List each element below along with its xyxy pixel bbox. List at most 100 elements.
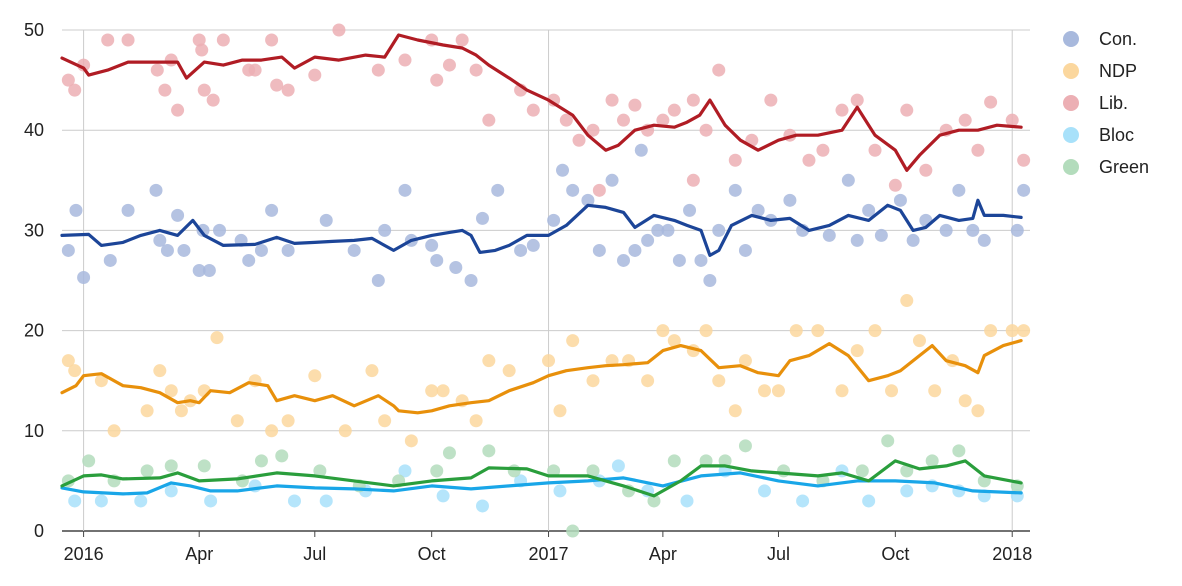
poll-point-ndp xyxy=(850,344,864,358)
poll-point-con xyxy=(149,183,163,197)
poll-point-green xyxy=(507,464,521,478)
x-tick-label: 2017 xyxy=(529,544,569,564)
poll-point-lib xyxy=(919,163,933,177)
poll-point-con xyxy=(641,233,655,247)
poll-point-lib xyxy=(195,43,209,57)
poll-point-ndp xyxy=(68,364,82,378)
poll-point-lib xyxy=(816,143,830,157)
poll-point-con xyxy=(966,223,980,237)
y-tick-label: 20 xyxy=(24,321,44,341)
legend-label: Bloc xyxy=(1099,125,1134,145)
poll-point-bloc xyxy=(398,464,412,478)
poll-point-ndp xyxy=(553,404,567,418)
poll-point-bloc xyxy=(436,489,450,503)
poll-point-con xyxy=(581,193,595,207)
poll-point-lib xyxy=(888,178,902,192)
poll-point-ndp xyxy=(425,384,439,398)
poll-point-ndp xyxy=(153,364,167,378)
poll-point-con xyxy=(514,243,528,257)
poll-point-bloc xyxy=(319,494,333,508)
poll-point-lib xyxy=(398,53,412,67)
poll-point-ndp xyxy=(900,294,914,308)
poll-point-ndp xyxy=(1005,324,1019,338)
poll-point-ndp xyxy=(641,374,655,388)
poll-point-bloc xyxy=(900,484,914,498)
trend-lines xyxy=(60,33,1023,498)
poll-point-lib xyxy=(656,113,670,127)
poll-point-green xyxy=(275,449,289,463)
poll-point-lib xyxy=(667,103,681,117)
poll-point-green xyxy=(586,464,600,478)
poll-point-ndp xyxy=(835,384,849,398)
x-tick-label: Apr xyxy=(185,544,213,564)
poll-point-con xyxy=(661,223,675,237)
poll-point-green xyxy=(482,444,496,458)
poll-point-ndp xyxy=(281,414,295,428)
poll-point-green xyxy=(430,464,444,478)
poll-point-con xyxy=(69,203,83,217)
poll-point-con xyxy=(939,223,953,237)
poll-point-lib xyxy=(164,53,178,67)
poll-point-lib xyxy=(868,143,882,157)
poll-point-ndp xyxy=(164,384,178,398)
poll-point-green xyxy=(777,464,791,478)
poll-point-con xyxy=(491,183,505,197)
poll-point-green xyxy=(566,524,580,538)
poll-point-con xyxy=(177,243,191,257)
poll-point-lib xyxy=(835,103,849,117)
poll-point-lib xyxy=(248,63,262,77)
y-tick-label: 0 xyxy=(34,521,44,541)
poll-point-con xyxy=(952,183,966,197)
poll-point-ndp xyxy=(656,324,670,338)
poll-point-green xyxy=(699,454,713,468)
poll-point-con xyxy=(430,253,444,267)
legend-marker xyxy=(1063,159,1079,175)
poll-point-bloc xyxy=(68,494,82,508)
poll-point-ndp xyxy=(338,424,352,438)
poll-point-ndp xyxy=(1017,324,1031,338)
poll-point-lib xyxy=(197,83,211,97)
x-tick-label: Oct xyxy=(881,544,909,564)
legend-marker xyxy=(1063,31,1079,47)
poll-point-lib xyxy=(686,93,700,107)
poll-point-lib xyxy=(764,93,778,107)
poll-point-green xyxy=(855,464,869,478)
poll-point-lib xyxy=(206,93,220,107)
poll-point-lib xyxy=(592,183,606,197)
poll-point-con xyxy=(192,263,206,277)
poll-point-con xyxy=(77,270,91,284)
poll-point-con xyxy=(628,243,642,257)
x-tick-label: 2018 xyxy=(992,544,1032,564)
poll-point-bloc xyxy=(164,484,178,498)
legend-marker xyxy=(1063,95,1079,111)
poll-point-lib xyxy=(984,95,998,109)
poll-point-bloc xyxy=(204,494,218,508)
poll-point-lib xyxy=(455,33,469,47)
poll-point-con xyxy=(121,203,135,217)
poll-point-lib xyxy=(900,103,914,117)
poll-point-lib xyxy=(547,93,561,107)
poll-point-lib xyxy=(308,68,322,82)
poll-point-green xyxy=(647,494,661,508)
poll-point-con xyxy=(1017,183,1031,197)
trend-line-lib xyxy=(60,33,1023,172)
poll-point-lib xyxy=(68,83,82,97)
trend-line-con xyxy=(60,198,1023,257)
poll-point-con xyxy=(592,243,606,257)
axes: 0 10 20 30 40 50 2016 Apr Jul Oct 2017 Apr Jul Oct 201… xyxy=(24,20,1032,564)
trend-line-green xyxy=(60,459,1023,498)
poll-point-green xyxy=(925,454,939,468)
poll-point-ndp xyxy=(789,324,803,338)
poll-point-green xyxy=(952,444,966,458)
poll-point-con xyxy=(449,260,463,274)
poll-point-con xyxy=(694,253,708,267)
poll-point-ndp xyxy=(265,424,279,438)
poll-point-ndp xyxy=(738,354,752,368)
poll-point-lib xyxy=(586,123,600,137)
poll-point-ndp xyxy=(757,384,771,398)
poll-point-lib xyxy=(281,83,295,97)
poll-point-lib xyxy=(1005,113,1019,127)
grid-lines xyxy=(62,29,1030,532)
poll-point-green xyxy=(164,459,178,473)
poll-point-lib xyxy=(628,98,642,112)
